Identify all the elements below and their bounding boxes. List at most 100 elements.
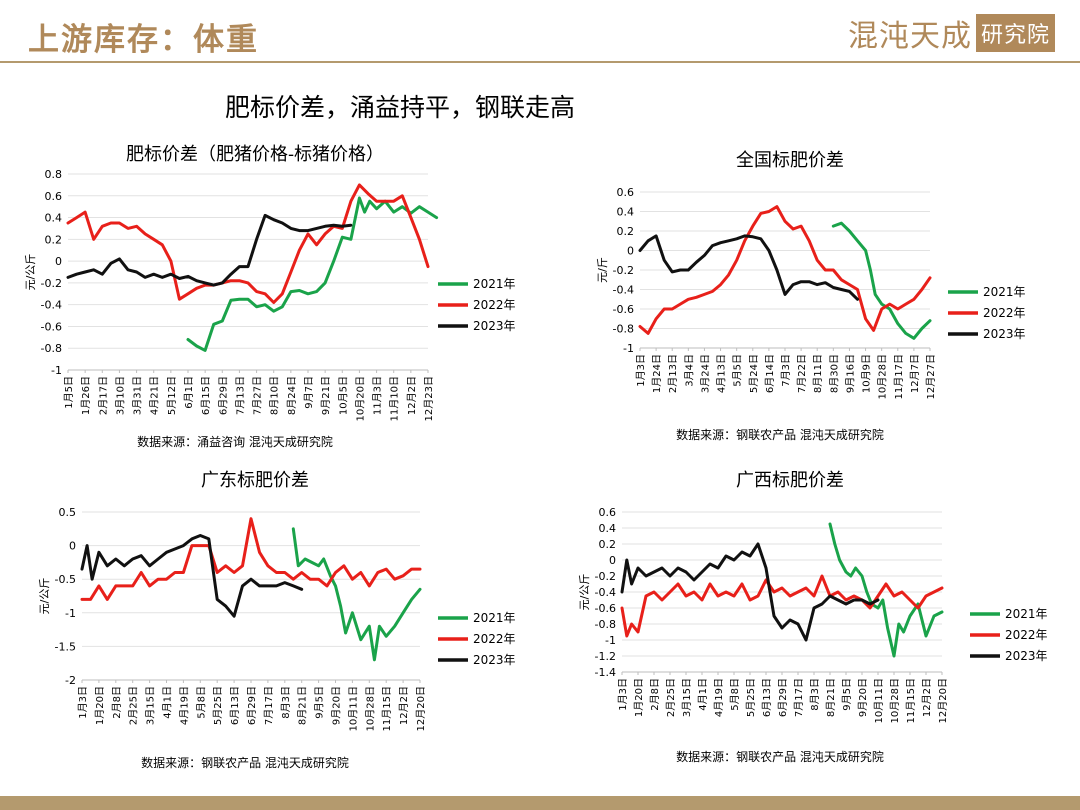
- x-tick-label: 6月13日: [229, 686, 241, 725]
- y-tick-label: -1.4: [595, 666, 616, 679]
- x-tick-label: 12月20日: [937, 678, 949, 723]
- x-tick-label: 1月5日: [63, 376, 75, 409]
- x-tick-label: 7月22日: [796, 354, 808, 393]
- page-title: 上游库存：体重: [28, 22, 259, 58]
- x-tick-label: 11月3日: [372, 376, 384, 415]
- series-line-2022年: [80, 517, 422, 601]
- x-tick-label: 5月24日: [748, 354, 760, 393]
- y-tick-label: 0: [609, 554, 616, 567]
- legend-label: 2023年: [1005, 649, 1048, 663]
- chart-title: 广东标肥价差: [201, 470, 309, 491]
- y-tick-label: -0.6: [595, 602, 616, 615]
- x-tick-label: 10月28日: [877, 354, 889, 399]
- y-tick-label: -0.8: [595, 618, 616, 631]
- y-axis-label: 元/公斤: [24, 254, 37, 291]
- legend-label: 2022年: [983, 306, 1026, 320]
- x-tick-label: 2月8日: [649, 678, 661, 711]
- chart-svg: -1 -0.8 -0.6 -0.4 -0.2 0 0.2 0.4 0.6 0.8 元/公斤 1月5日 1…: [24, 168, 516, 421]
- x-tick-label: 4月19日: [178, 686, 190, 725]
- legend-label: 2021年: [983, 285, 1026, 299]
- series-line-2023年: [66, 213, 353, 287]
- footer-bar: [0, 796, 1080, 810]
- x-tick-label: 12月7日: [909, 354, 921, 393]
- y-tick-label: 0: [69, 540, 76, 553]
- y-tick-label: 0: [55, 255, 62, 268]
- y-tick-label: -1: [51, 364, 62, 377]
- x-tick-label: 9月20日: [331, 686, 343, 725]
- series-line-2023年: [80, 534, 304, 618]
- x-tick-label: 1月20日: [633, 678, 645, 717]
- logo-text: 混沌天成: [848, 19, 972, 54]
- x-tick-label: 5月8日: [195, 686, 207, 719]
- legend-label: 2021年: [1005, 607, 1048, 621]
- x-tick-label: 6月29日: [217, 376, 229, 415]
- legend-label: 2023年: [473, 653, 516, 667]
- x-tick-label: 12月27日: [925, 354, 937, 399]
- x-tick-label: 4月21日: [149, 376, 161, 415]
- y-axis-label: 元/公斤: [38, 578, 51, 615]
- x-tick-label: 4月19日: [713, 678, 725, 717]
- x-tick-label: 10月28日: [889, 678, 901, 723]
- x-tick-label: 4月1日: [697, 678, 709, 711]
- x-tick-label: 10月5日: [337, 376, 349, 415]
- legend-label: 2023年: [983, 327, 1026, 341]
- x-tick-label: 3月10日: [114, 376, 126, 415]
- y-tick-label: 0.2: [599, 538, 617, 551]
- y-tick-label: 0.8: [45, 168, 63, 181]
- series-line-2022年: [66, 183, 430, 304]
- chart-svg: -1 -0.8 -0.6 -0.4 -0.2 0 0.2 0.4 0.6 元/斤 1月3日 1月24日…: [596, 186, 1026, 399]
- x-tick-label: 5月25日: [745, 678, 757, 717]
- x-tick-label: 8月3日: [809, 678, 821, 711]
- chart-guangxi-spread: 广西标肥价差 数据来源：钢联农产品 混沌天成研究院 -1.4 -1.2 -1 -0.8…: [560, 458, 1060, 788]
- series-line-2023年: [638, 234, 859, 301]
- x-tick-label: 6月15日: [200, 376, 212, 415]
- x-tick-label: 8月30日: [828, 354, 840, 393]
- x-tick-label: 3月15日: [145, 686, 157, 725]
- y-tick-label: -0.6: [41, 320, 62, 333]
- chart-source: 数据来源：钢联农产品 混沌天成研究院: [141, 756, 349, 770]
- legend-label: 2022年: [1005, 628, 1048, 642]
- x-tick-label: 6月14日: [764, 354, 776, 393]
- x-tick-label: 10月11日: [347, 686, 359, 731]
- y-tick-label: 0.4: [599, 522, 617, 535]
- x-tick-label: 9月7日: [303, 376, 315, 409]
- x-tick-label: 1月24日: [651, 354, 663, 393]
- y-tick-label: 0.6: [617, 186, 635, 199]
- x-tick-label: 4月13日: [716, 354, 728, 393]
- y-tick-label: 0.5: [59, 506, 77, 519]
- x-tick-label: 9月20日: [857, 678, 869, 717]
- x-tick-label: 10月28日: [364, 686, 376, 731]
- y-tick-label: -0.5: [55, 573, 76, 586]
- x-tick-label: 12月2日: [398, 686, 410, 725]
- chart-source: 数据来源：钢联农产品 混沌天成研究院: [676, 428, 884, 442]
- chart-source: 数据来源：涌益咨询 混沌天成研究院: [137, 435, 333, 449]
- y-axis-label: 元/斤: [596, 257, 609, 283]
- y-tick-label: -0.4: [41, 299, 62, 312]
- x-tick-label: 8月21日: [297, 686, 309, 725]
- x-tick-label: 2月17日: [97, 376, 109, 415]
- x-tick-label: 1月3日: [635, 354, 647, 387]
- x-tick-label: 2月13日: [667, 354, 679, 393]
- x-tick-label: 7月17日: [263, 686, 275, 725]
- x-tick-label: 1月20日: [94, 686, 106, 725]
- x-tick-label: 7月13日: [234, 376, 246, 415]
- x-tick-label: 2月8日: [111, 686, 123, 719]
- y-tick-label: 0.6: [45, 190, 63, 203]
- y-tick-label: -1: [623, 342, 634, 355]
- y-tick-label: 0.4: [617, 206, 635, 219]
- legend-label: 2023年: [473, 319, 516, 333]
- y-tick-label: 0.2: [45, 233, 63, 246]
- y-tick-label: -0.8: [613, 323, 634, 336]
- header-divider: [0, 61, 1080, 63]
- x-tick-label: 3月24日: [699, 354, 711, 393]
- x-tick-label: 12月2日: [406, 376, 418, 415]
- x-tick-label: 8月10日: [269, 376, 281, 415]
- logo-box: 研究院: [976, 14, 1056, 52]
- chart-guangdong-spread: 广东标肥价差 数据来源：钢联农产品 混沌天成研究院 -2 -1.5 -1 -0.5 0 0…: [20, 458, 530, 788]
- series-line-2022年: [620, 574, 944, 638]
- x-tick-label: 3月31日: [132, 376, 144, 415]
- series-line-2021年: [186, 196, 439, 352]
- chart-fat-standard-spread: 肥标价差（肥猪价格-标猪价格） 数据来源：涌益咨询 混沌天成研究院 -1 -0.8…: [20, 136, 530, 456]
- x-tick-label: 8月21日: [825, 678, 837, 717]
- legend-label: 2022年: [473, 632, 516, 646]
